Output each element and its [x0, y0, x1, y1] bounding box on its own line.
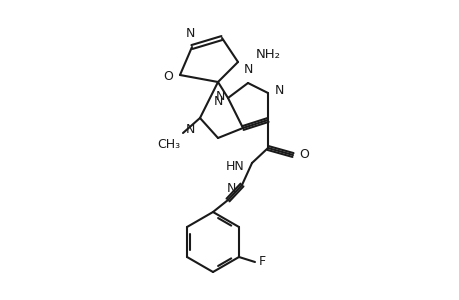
Text: O: O [298, 148, 308, 161]
Text: N: N [243, 63, 252, 76]
Text: N: N [274, 83, 284, 97]
Text: O: O [163, 70, 173, 83]
Text: F: F [258, 256, 265, 268]
Text: HN: HN [226, 160, 245, 172]
Text: N: N [185, 123, 195, 136]
Text: N: N [215, 90, 224, 103]
Text: CH₃: CH₃ [157, 138, 179, 151]
Text: N: N [185, 27, 194, 40]
Text: N: N [226, 182, 235, 194]
Text: NH₂: NH₂ [256, 47, 280, 61]
Text: N: N [213, 94, 223, 107]
